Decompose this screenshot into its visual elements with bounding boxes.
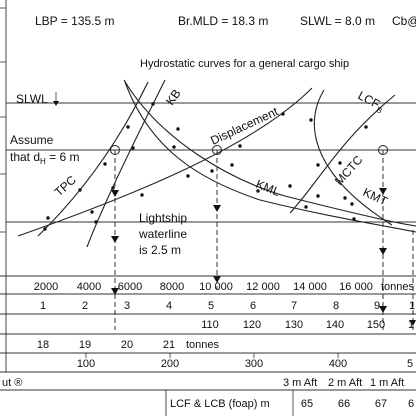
lightship-note-line3: is 2.5 m [139, 243, 181, 257]
svg-text:1: 1 [40, 300, 46, 312]
kb-km-scale: 1 2 3 4 5 6 7 8 9 1 [40, 300, 415, 312]
svg-text:150: 150 [367, 319, 385, 331]
kml-curve [124, 81, 416, 233]
mctc-scale: 110 120 130 140 150 1 [201, 319, 414, 331]
svg-text:5: 5 [208, 300, 214, 312]
disp-tick-4000: 4000 [77, 281, 101, 293]
svg-text:3: 3 [124, 300, 130, 312]
assume-note-line1: Assume [10, 133, 54, 147]
svg-text:8: 8 [333, 300, 339, 312]
svg-text:5: 5 [407, 358, 413, 370]
svg-text:20: 20 [121, 339, 133, 351]
lightship-note-line1: Lightship [139, 211, 187, 225]
lightship-note-line2: waterline [138, 227, 187, 241]
mctc-curve [289, 94, 396, 214]
lcf-lcb-label: LCF & LCB (foap) m [170, 398, 270, 410]
disp-tick-12000: 12 000 [246, 281, 280, 293]
svg-text:200: 200 [161, 358, 179, 370]
kml-curve-label: KML [254, 177, 282, 199]
displacement-scale: 2000 4000 6000 8000 10 000 12 000 14 000… [34, 281, 415, 293]
svg-text:400: 400 [329, 358, 347, 370]
tpc-scale: 18 19 20 21 tonnes [37, 339, 220, 351]
disp-tick-6000: 6000 [118, 281, 142, 293]
curve-points [43, 102, 368, 231]
projection-lines [111, 150, 416, 330]
svg-text:4: 4 [166, 300, 172, 312]
slwl-header-label: SLWL = 8.0 m [300, 14, 375, 28]
displacement-curve-label: Displacement [208, 104, 280, 148]
svg-text:6: 6 [408, 398, 414, 410]
svg-text:6: 6 [250, 300, 256, 312]
diagram-title: Hydrostatic curves for a general cargo s… [140, 58, 349, 70]
frame-lines [0, 0, 7, 372]
svg-text:140: 140 [326, 319, 344, 331]
svg-text:120: 120 [243, 319, 261, 331]
aft-scale: ut ® 3 m Aft 2 m Aft 1 m Aft [2, 377, 404, 389]
displacement-curve [17, 87, 313, 237]
disp-tick-2000: 2000 [34, 281, 58, 293]
disp-unit: tonnes [381, 281, 415, 293]
svg-text:21: 21 [163, 339, 175, 351]
disp-tick-16000: 16 000 [339, 281, 373, 293]
svg-text:1 m Aft: 1 m Aft [370, 377, 404, 389]
svg-text:67: 67 [375, 398, 387, 410]
lbp-label: LBP = 135.5 m [35, 14, 115, 28]
svg-text:ut ®: ut ® [2, 377, 22, 389]
mctc-curve-label: MCTC [332, 153, 366, 188]
moment-scale: 100 200 300 400 5 [77, 353, 413, 370]
disp-tick-10000: 10 000 [199, 281, 233, 293]
assume-note-line2: that dH = 6 m [10, 150, 80, 166]
svg-text:3 m Aft: 3 m Aft [283, 377, 317, 389]
svg-text:300: 300 [245, 358, 263, 370]
kmt-curve [123, 79, 416, 227]
svg-text:2 m Aft: 2 m Aft [328, 377, 362, 389]
svg-text:2: 2 [82, 300, 88, 312]
svg-text:65: 65 [301, 398, 313, 410]
svg-text:130: 130 [285, 319, 303, 331]
svg-text:100: 100 [77, 358, 95, 370]
svg-text:tonnes: tonnes [186, 339, 220, 351]
svg-text:7: 7 [291, 300, 297, 312]
lcf-curve-label: LCFB [355, 88, 387, 115]
slwl-curve-label: SLWL [16, 92, 48, 106]
svg-text:9: 9 [374, 300, 380, 312]
disp-tick-8000: 8000 [160, 281, 184, 293]
svg-text:19: 19 [79, 339, 91, 351]
lcf-lcb-scale: LCF & LCB (foap) m 65 66 67 6 [170, 390, 414, 416]
lcf-curve [313, 89, 393, 226]
breadth-label: Br.MLD = 18.3 m [178, 14, 268, 28]
kb-curve [86, 79, 166, 248]
svg-text:1: 1 [408, 319, 414, 331]
svg-text:66: 66 [338, 398, 350, 410]
hydrostatic-curves [17, 79, 416, 248]
scale-rows [0, 275, 416, 416]
svg-text:1: 1 [409, 300, 415, 312]
kb-curve-label: KB [163, 87, 184, 108]
svg-text:18: 18 [37, 339, 49, 351]
block-coefficient-label: Cb@ [392, 14, 416, 28]
svg-text:110: 110 [201, 319, 219, 331]
disp-tick-14000: 14 000 [293, 281, 327, 293]
